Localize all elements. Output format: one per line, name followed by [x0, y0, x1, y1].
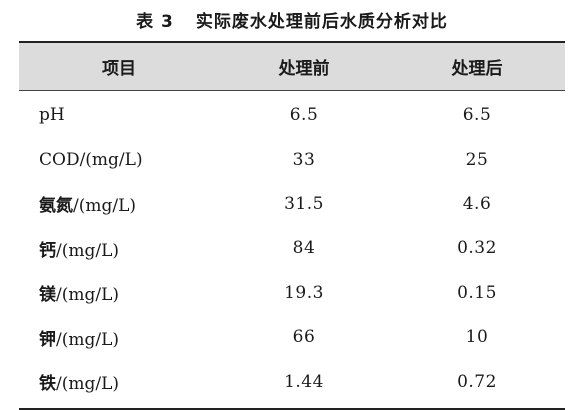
row-item-rest: COD/(mg/L)	[39, 149, 143, 170]
row-before-value: 19.3	[284, 282, 324, 303]
row-item-cn: 铁	[39, 374, 56, 395]
table-row: 铁/(mg/L) 1.44 0.72	[19, 359, 565, 403]
row-before-value: 84	[292, 238, 316, 259]
table-caption: 表 3 实际废水处理前后水质分析对比	[0, 6, 584, 32]
row-item-label: 铁/(mg/L)	[19, 369, 219, 394]
row-after-value: 0.72	[457, 371, 497, 392]
row-after-value: 0.32	[457, 238, 497, 259]
row-item-cn: 钙	[39, 240, 56, 261]
row-item-cn: 镁	[39, 285, 56, 306]
table-number: 表 3	[136, 11, 174, 32]
row-item-label: 镁/(mg/L)	[19, 280, 219, 305]
table-row: COD/(mg/L) 33 25	[19, 137, 565, 181]
row-before-value: 1.44	[284, 371, 324, 392]
row-before-value: 31.5	[284, 193, 324, 214]
row-after-value: 4.6	[462, 193, 492, 214]
row-after-value: 10	[465, 327, 489, 348]
table-row: pH 6.5 6.5	[19, 93, 565, 137]
table-title: 实际废水处理前后水质分析对比	[195, 11, 448, 32]
row-item-rest: pH	[39, 105, 65, 126]
row-item-cn: 氨氮	[39, 196, 73, 217]
row-before-value: 33	[292, 149, 316, 170]
table-header-row: 项目 处理前 处理后	[19, 43, 565, 90]
row-item-label: 钾/(mg/L)	[19, 325, 219, 350]
row-item-label: COD/(mg/L)	[19, 150, 219, 170]
header-after: 处理后	[451, 59, 503, 79]
row-item-rest: /(mg/L)	[56, 329, 120, 350]
table-body: pH 6.5 6.5 COD/(mg/L) 33 25 氨氮/(mg/L) 31…	[19, 91, 565, 408]
table-row: 钾/(mg/L) 66 10	[19, 315, 565, 359]
table-bottom-rule	[19, 407, 565, 410]
row-after-value: 6.5	[462, 105, 492, 126]
row-item-rest: /(mg/L)	[56, 285, 120, 306]
row-item-cn: 钾	[39, 329, 56, 350]
header-before: 处理前	[278, 59, 330, 79]
row-item-label: pH	[19, 105, 219, 125]
table-header-rule	[19, 90, 565, 91]
row-item-rest: /(mg/L)	[73, 196, 137, 217]
table-row: 镁/(mg/L) 19.3 0.15	[19, 271, 565, 315]
row-item-rest: /(mg/L)	[56, 240, 120, 261]
table-row: 氨氮/(mg/L) 31.5 4.6	[19, 182, 565, 226]
row-after-value: 0.15	[457, 282, 497, 303]
header-item: 项目	[102, 59, 136, 79]
water-quality-table: 项目 处理前 处理后 pH 6.5 6.5 COD/(mg/L) 33 25 氨…	[19, 41, 565, 410]
row-before-value: 6.5	[289, 105, 319, 126]
row-before-value: 66	[292, 327, 316, 348]
table-row: 钙/(mg/L) 84 0.32	[19, 226, 565, 270]
row-item-label: 氨氮/(mg/L)	[19, 191, 219, 216]
row-item-rest: /(mg/L)	[56, 374, 120, 395]
row-item-label: 钙/(mg/L)	[19, 236, 219, 261]
row-after-value: 25	[465, 149, 489, 170]
table-top-rule	[19, 41, 565, 43]
